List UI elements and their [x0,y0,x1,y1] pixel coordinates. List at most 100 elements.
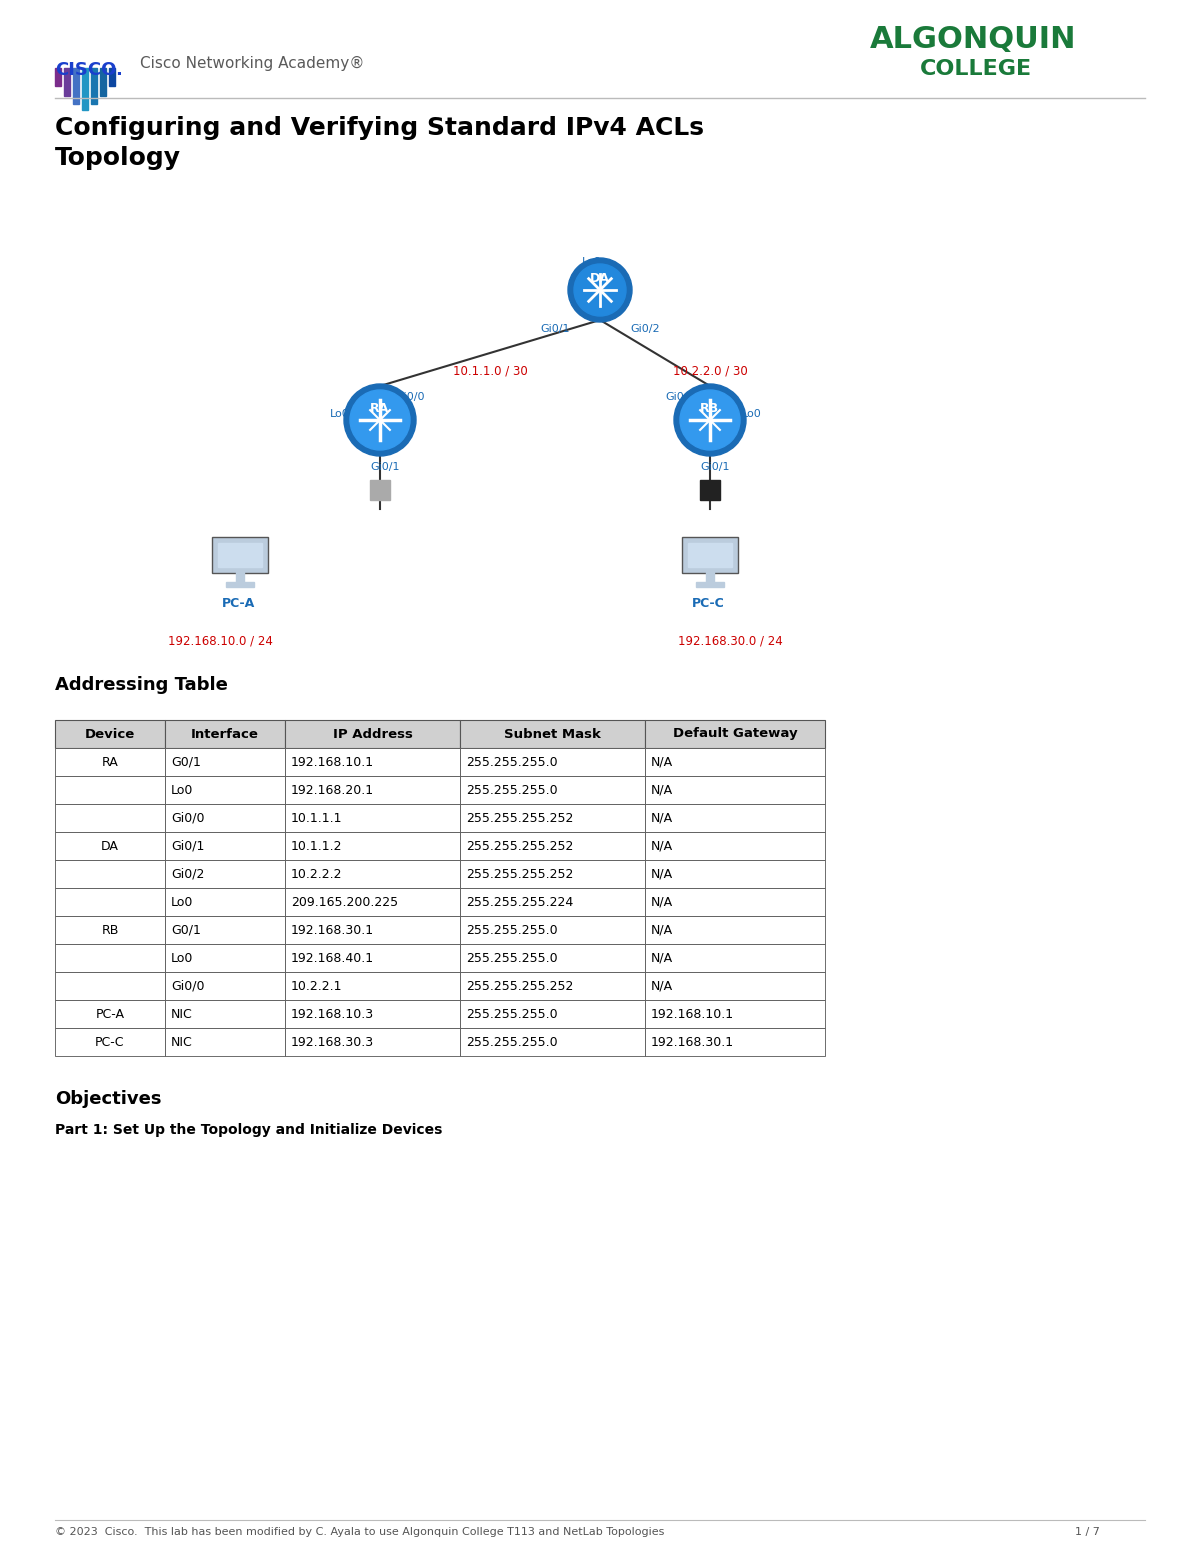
Bar [286,972,460,1000]
Text: RB: RB [101,924,119,936]
Bar [64,68,70,96]
Bar [55,68,61,85]
Bar [55,832,166,860]
Bar [286,1000,460,1028]
Bar [212,537,268,573]
Text: Part 1: Set Up the Topology and Initialize Devices: Part 1: Set Up the Topology and Initiali… [55,1123,443,1137]
Circle shape [574,264,626,315]
Bar [646,1000,826,1028]
Text: Gi0/0: Gi0/0 [172,812,204,825]
Bar [109,68,115,85]
Text: Addressing Table: Addressing Table [55,676,228,694]
Bar [166,721,286,749]
Circle shape [344,384,416,457]
Bar [91,68,97,104]
Text: PC-C: PC-C [95,1036,125,1048]
Text: G0/1: G0/1 [172,755,200,769]
Text: N/A: N/A [650,952,673,964]
Bar [646,749,826,776]
Text: Lo0: Lo0 [742,408,762,419]
Bar [460,776,646,804]
Bar [460,749,646,776]
Bar [460,721,646,749]
Bar [55,916,166,944]
Text: N/A: N/A [650,840,673,853]
Text: 255.255.255.224: 255.255.255.224 [466,896,574,909]
Bar [706,572,714,582]
Bar [166,860,286,888]
Bar [646,860,826,888]
Bar [55,776,166,804]
Bar [460,804,646,832]
Bar [55,1028,166,1056]
Bar [218,544,262,567]
Bar [460,832,646,860]
Bar [460,1028,646,1056]
Bar [286,832,460,860]
Bar [646,916,826,944]
Bar [460,860,646,888]
Bar [700,480,720,500]
Bar [688,544,732,567]
Text: 255.255.255.0: 255.255.255.0 [466,755,558,769]
Circle shape [568,258,632,321]
Text: 192.168.30.1: 192.168.30.1 [292,924,374,936]
Text: DA: DA [590,272,610,286]
Bar [166,832,286,860]
Text: RA: RA [102,755,119,769]
Text: Configuring and Verifying Standard IPv4 ACLs: Configuring and Verifying Standard IPv4 … [55,116,704,140]
Text: Gi0/1: Gi0/1 [540,325,570,334]
Text: N/A: N/A [650,812,673,825]
Text: CISCO.: CISCO. [55,61,122,79]
Text: 10.2.2.2: 10.2.2.2 [292,868,342,881]
Text: DA: DA [101,840,119,853]
Text: Lo0: Lo0 [582,256,602,267]
Text: Lo0: Lo0 [172,896,193,909]
Bar [166,1028,286,1056]
Text: N/A: N/A [650,896,673,909]
Text: 192.168.30.0 / 24: 192.168.30.0 / 24 [678,635,782,648]
Bar [166,749,286,776]
Text: 255.255.255.0: 255.255.255.0 [466,784,558,797]
Bar [82,68,88,110]
Bar [460,944,646,972]
Text: N/A: N/A [650,755,673,769]
Circle shape [674,384,746,457]
Text: PC-A: PC-A [222,596,256,610]
Text: PC-C: PC-C [692,596,725,610]
Bar [226,582,254,587]
Bar [166,804,286,832]
Bar [286,776,460,804]
Bar [286,888,460,916]
Text: 255.255.255.0: 255.255.255.0 [466,952,558,964]
Bar [646,944,826,972]
Text: N/A: N/A [650,980,673,992]
Bar [696,582,724,587]
Text: 192.168.40.1: 192.168.40.1 [292,952,374,964]
Circle shape [350,390,410,450]
Bar [460,972,646,1000]
Text: Topology: Topology [55,146,181,169]
Text: 192.168.10.0 / 24: 192.168.10.0 / 24 [168,635,272,648]
Text: 10.2.2.0 / 30: 10.2.2.0 / 30 [673,365,748,377]
Text: Subnet Mask: Subnet Mask [504,727,601,741]
Text: 192.168.10.1: 192.168.10.1 [292,755,374,769]
Bar [166,1000,286,1028]
Bar [286,860,460,888]
Bar [100,68,106,96]
Text: N/A: N/A [650,868,673,881]
Bar [646,888,826,916]
Text: 10.1.1.2: 10.1.1.2 [292,840,342,853]
Text: 192.168.30.1: 192.168.30.1 [650,1036,734,1048]
Text: 10.1.1.1: 10.1.1.1 [292,812,342,825]
Text: 255.255.255.0: 255.255.255.0 [466,924,558,936]
Text: 10.2.2.1: 10.2.2.1 [292,980,342,992]
Text: 192.168.30.3: 192.168.30.3 [292,1036,374,1048]
Text: Gi0/0: Gi0/0 [665,391,695,402]
Bar [460,888,646,916]
Text: 255.255.255.252: 255.255.255.252 [466,840,574,853]
Text: 10.1.1.0 / 30: 10.1.1.0 / 30 [452,365,527,377]
Text: 209.165.200.225: 209.165.200.225 [292,896,398,909]
Bar [646,804,826,832]
Text: 192.168.20.1: 192.168.20.1 [292,784,374,797]
